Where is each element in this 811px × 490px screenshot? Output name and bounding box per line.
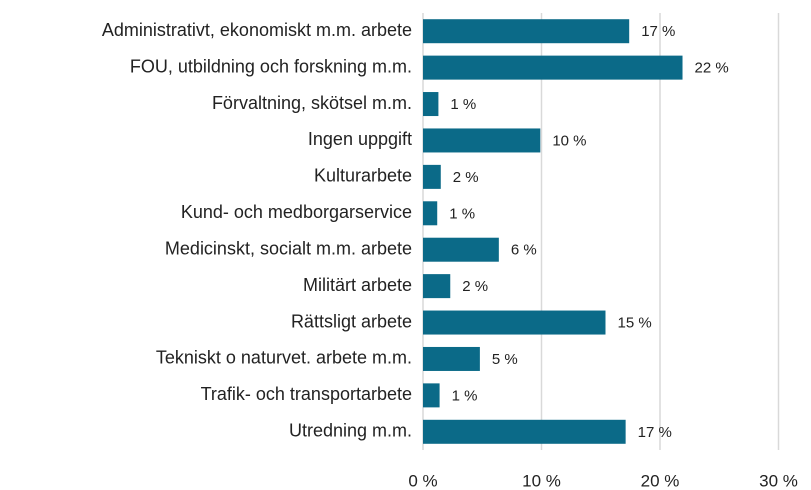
y-tick-label: Förvaltning, skötsel m.m. [212,93,412,113]
bar [423,383,440,408]
y-tick-label: Utredning m.m. [289,421,412,441]
y-tick-label: Tekniskt o naturvet. arbete m.m. [156,348,412,368]
value-label: 17 % [641,23,675,40]
x-tick-label: 20 % [641,471,680,490]
x-tick-label: 0 % [408,471,437,490]
bar [423,310,606,335]
value-label: 2 % [462,278,488,295]
y-tick-label: Kund- och medborgarservice [181,202,412,222]
value-label: 17 % [638,424,672,441]
y-tick-label: Militärt arbete [303,275,412,295]
bar [423,128,541,153]
bar [423,237,499,262]
y-tick-label: Ingen uppgift [308,129,412,149]
y-tick-label: FOU, utbildning och forskning m.m. [130,56,412,76]
y-tick-label: Administrativt, ekonomiskt m.m. arbete [102,20,412,40]
bar [423,419,626,444]
value-label: 5 % [492,351,518,368]
bar [423,164,441,189]
x-tick-label: 10 % [522,471,561,490]
bar [423,274,451,299]
y-tick-label: Rättsligt arbete [291,311,412,331]
x-tick-label: 30 % [759,471,798,490]
bar [423,201,438,226]
y-tick-label: Kulturarbete [314,166,412,186]
value-label: 22 % [695,60,729,77]
value-label: 15 % [617,315,651,332]
bar [423,92,439,117]
bar [423,19,630,44]
y-tick-label: Trafik- och transportarbete [201,384,412,404]
value-label: 1 % [450,96,476,113]
value-label: 1 % [449,205,475,222]
value-label: 10 % [552,132,586,149]
value-label: 2 % [453,169,479,186]
bar [423,346,480,371]
bar [423,55,683,80]
value-label: 6 % [511,242,537,259]
y-tick-label: Medicinskt, socialt m.m. arbete [165,238,412,258]
value-label: 1 % [452,387,478,404]
